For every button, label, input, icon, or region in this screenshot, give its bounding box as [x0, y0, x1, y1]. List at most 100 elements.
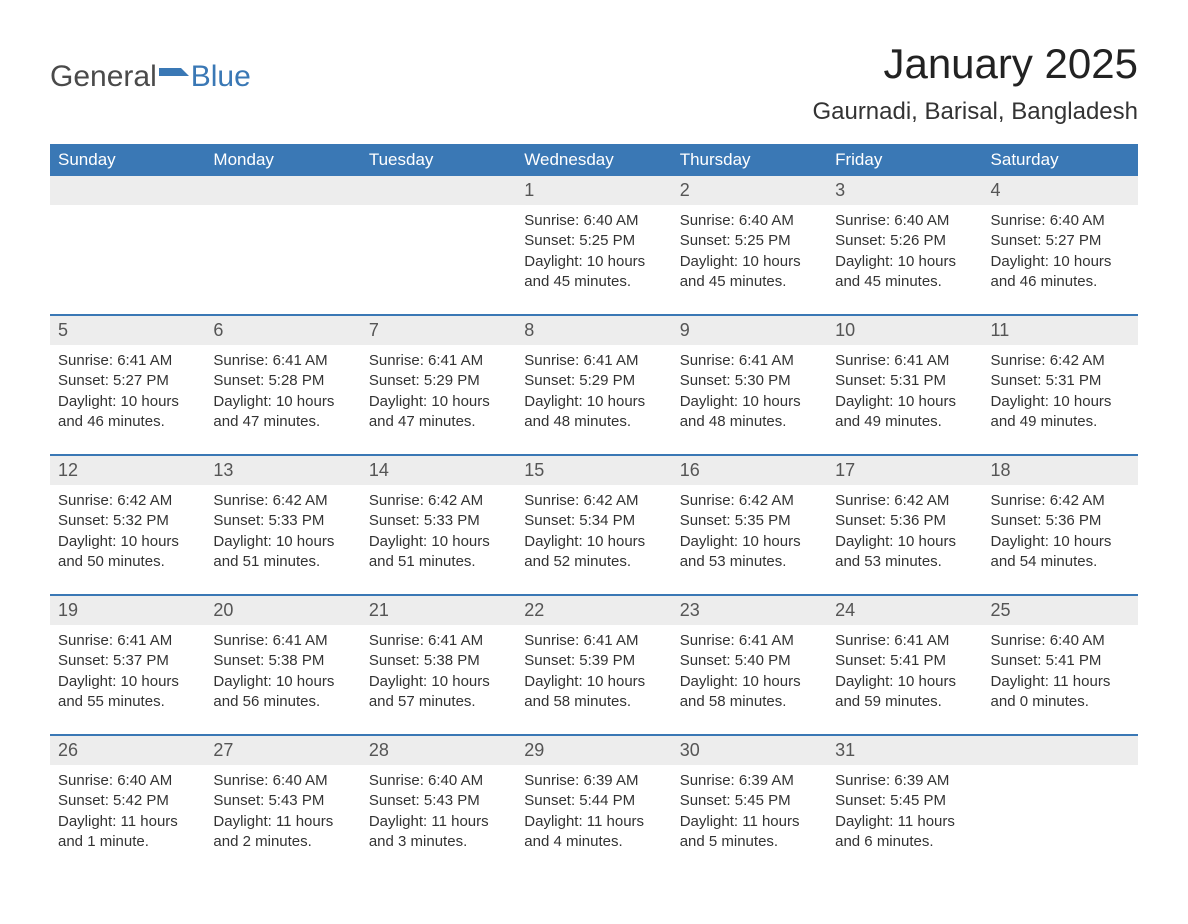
day-details: Sunrise: 6:41 AMSunset: 5:38 PMDaylight:…	[361, 625, 516, 734]
location: Gaurnadi, Barisal, Bangladesh	[812, 98, 1138, 126]
sunset-text: Sunset: 5:45 PM	[835, 791, 974, 811]
day-details: Sunrise: 6:42 AMSunset: 5:35 PMDaylight:…	[672, 485, 827, 594]
daylight-text: Daylight: 10 hours and 55 minutes.	[58, 672, 197, 713]
day-number: 23	[672, 596, 827, 625]
day-number: 29	[516, 736, 671, 765]
daylight-text: Daylight: 10 hours and 58 minutes.	[524, 672, 663, 713]
day-details: Sunrise: 6:42 AMSunset: 5:34 PMDaylight:…	[516, 485, 671, 594]
logo-text-blue: Blue	[191, 60, 251, 94]
dow-monday: Monday	[205, 144, 360, 176]
sunset-text: Sunset: 5:34 PM	[524, 511, 663, 531]
daylight-text: Daylight: 10 hours and 47 minutes.	[369, 392, 508, 433]
day-details: Sunrise: 6:39 AMSunset: 5:45 PMDaylight:…	[827, 765, 982, 874]
day-details: Sunrise: 6:41 AMSunset: 5:39 PMDaylight:…	[516, 625, 671, 734]
days-of-week-header: Sunday Monday Tuesday Wednesday Thursday…	[50, 144, 1138, 176]
sunrise-text: Sunrise: 6:42 AM	[991, 491, 1130, 511]
day-details: Sunrise: 6:42 AMSunset: 5:32 PMDaylight:…	[50, 485, 205, 594]
day-number	[983, 736, 1138, 765]
dow-sunday: Sunday	[50, 144, 205, 176]
sunset-text: Sunset: 5:27 PM	[991, 231, 1130, 251]
day-number: 8	[516, 316, 671, 345]
day-number: 16	[672, 456, 827, 485]
day-number: 5	[50, 316, 205, 345]
sunset-text: Sunset: 5:38 PM	[369, 651, 508, 671]
day-number: 30	[672, 736, 827, 765]
day-details: Sunrise: 6:41 AMSunset: 5:27 PMDaylight:…	[50, 345, 205, 454]
sunset-text: Sunset: 5:43 PM	[213, 791, 352, 811]
sunrise-text: Sunrise: 6:40 AM	[58, 771, 197, 791]
sunrise-text: Sunrise: 6:40 AM	[991, 631, 1130, 651]
day-details-strip: Sunrise: 6:40 AMSunset: 5:42 PMDaylight:…	[50, 765, 1138, 874]
dow-wednesday: Wednesday	[516, 144, 671, 176]
week-row: 262728293031Sunrise: 6:40 AMSunset: 5:42…	[50, 734, 1138, 874]
logo: General Blue	[50, 60, 251, 94]
sunrise-text: Sunrise: 6:41 AM	[369, 351, 508, 371]
day-details-strip: Sunrise: 6:40 AMSunset: 5:25 PMDaylight:…	[50, 205, 1138, 314]
sunrise-text: Sunrise: 6:40 AM	[680, 211, 819, 231]
day-number: 2	[672, 176, 827, 205]
sunrise-text: Sunrise: 6:42 AM	[680, 491, 819, 511]
daylight-text: Daylight: 11 hours and 1 minute.	[58, 812, 197, 853]
sunset-text: Sunset: 5:45 PM	[680, 791, 819, 811]
weeks-container: 1234Sunrise: 6:40 AMSunset: 5:25 PMDayli…	[50, 176, 1138, 874]
day-number: 27	[205, 736, 360, 765]
day-number: 7	[361, 316, 516, 345]
calendar-page: General Blue January 2025 Gaurnadi, Bari…	[0, 0, 1188, 924]
day-details: Sunrise: 6:41 AMSunset: 5:37 PMDaylight:…	[50, 625, 205, 734]
sunset-text: Sunset: 5:27 PM	[58, 371, 197, 391]
sunset-text: Sunset: 5:30 PM	[680, 371, 819, 391]
sunset-text: Sunset: 5:29 PM	[524, 371, 663, 391]
day-details-strip: Sunrise: 6:42 AMSunset: 5:32 PMDaylight:…	[50, 485, 1138, 594]
sunrise-text: Sunrise: 6:42 AM	[524, 491, 663, 511]
daylight-text: Daylight: 10 hours and 57 minutes.	[369, 672, 508, 713]
day-details: Sunrise: 6:41 AMSunset: 5:41 PMDaylight:…	[827, 625, 982, 734]
day-number-strip: 12131415161718	[50, 454, 1138, 485]
sunrise-text: Sunrise: 6:40 AM	[369, 771, 508, 791]
dow-tuesday: Tuesday	[361, 144, 516, 176]
day-details: Sunrise: 6:40 AMSunset: 5:26 PMDaylight:…	[827, 205, 982, 314]
day-number: 26	[50, 736, 205, 765]
sunset-text: Sunset: 5:31 PM	[991, 371, 1130, 391]
sunrise-text: Sunrise: 6:41 AM	[58, 631, 197, 651]
day-details	[361, 205, 516, 314]
day-number: 15	[516, 456, 671, 485]
day-details: Sunrise: 6:42 AMSunset: 5:36 PMDaylight:…	[983, 485, 1138, 594]
daylight-text: Daylight: 10 hours and 54 minutes.	[991, 532, 1130, 573]
daylight-text: Daylight: 10 hours and 53 minutes.	[680, 532, 819, 573]
daylight-text: Daylight: 10 hours and 52 minutes.	[524, 532, 663, 573]
sunset-text: Sunset: 5:25 PM	[524, 231, 663, 251]
daylight-text: Daylight: 10 hours and 53 minutes.	[835, 532, 974, 573]
sunset-text: Sunset: 5:26 PM	[835, 231, 974, 251]
day-number: 11	[983, 316, 1138, 345]
day-number	[205, 176, 360, 205]
sunrise-text: Sunrise: 6:41 AM	[680, 351, 819, 371]
daylight-text: Daylight: 11 hours and 4 minutes.	[524, 812, 663, 853]
day-number: 3	[827, 176, 982, 205]
daylight-text: Daylight: 10 hours and 51 minutes.	[369, 532, 508, 573]
day-details: Sunrise: 6:41 AMSunset: 5:28 PMDaylight:…	[205, 345, 360, 454]
day-details: Sunrise: 6:42 AMSunset: 5:36 PMDaylight:…	[827, 485, 982, 594]
sunrise-text: Sunrise: 6:42 AM	[58, 491, 197, 511]
month-title: January 2025	[812, 40, 1138, 88]
day-details: Sunrise: 6:40 AMSunset: 5:43 PMDaylight:…	[361, 765, 516, 874]
sunrise-text: Sunrise: 6:41 AM	[213, 351, 352, 371]
dow-thursday: Thursday	[672, 144, 827, 176]
sunset-text: Sunset: 5:35 PM	[680, 511, 819, 531]
sunrise-text: Sunrise: 6:42 AM	[213, 491, 352, 511]
day-details: Sunrise: 6:40 AMSunset: 5:42 PMDaylight:…	[50, 765, 205, 874]
daylight-text: Daylight: 10 hours and 48 minutes.	[680, 392, 819, 433]
week-row: 1234Sunrise: 6:40 AMSunset: 5:25 PMDayli…	[50, 176, 1138, 314]
sunset-text: Sunset: 5:40 PM	[680, 651, 819, 671]
dow-saturday: Saturday	[983, 144, 1138, 176]
sunset-text: Sunset: 5:42 PM	[58, 791, 197, 811]
calendar: Sunday Monday Tuesday Wednesday Thursday…	[50, 144, 1138, 874]
week-row: 12131415161718Sunrise: 6:42 AMSunset: 5:…	[50, 454, 1138, 594]
day-number: 18	[983, 456, 1138, 485]
day-details: Sunrise: 6:40 AMSunset: 5:25 PMDaylight:…	[672, 205, 827, 314]
day-details: Sunrise: 6:41 AMSunset: 5:38 PMDaylight:…	[205, 625, 360, 734]
sunset-text: Sunset: 5:33 PM	[213, 511, 352, 531]
day-details: Sunrise: 6:40 AMSunset: 5:27 PMDaylight:…	[983, 205, 1138, 314]
day-number-strip: 262728293031	[50, 734, 1138, 765]
daylight-text: Daylight: 10 hours and 56 minutes.	[213, 672, 352, 713]
logo-text-general: General	[50, 60, 157, 94]
